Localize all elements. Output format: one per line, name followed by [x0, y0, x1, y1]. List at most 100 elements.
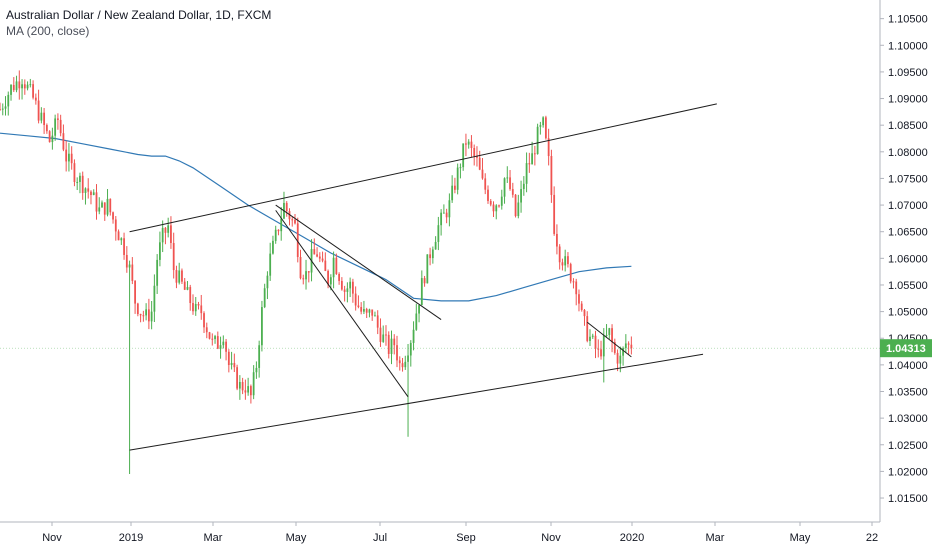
candle-body-down [324, 260, 327, 271]
candle-body-up [261, 307, 263, 346]
candle-body-up [156, 259, 159, 286]
price-tick-label: 1.04000 [888, 360, 928, 372]
candle-body-down [429, 254, 431, 259]
price-tick-label: 1.06000 [888, 253, 928, 265]
candle-body-down [398, 360, 401, 364]
candle-body-up [263, 288, 266, 308]
candle-body-up [68, 153, 70, 162]
candle-body-up [92, 192, 95, 195]
candle-body-down [365, 309, 368, 313]
candle-body-down [387, 334, 390, 354]
candle-body-up [230, 362, 233, 366]
candle-body-down [484, 178, 487, 190]
candle-body-down [611, 328, 613, 343]
candle-body-up [266, 275, 269, 289]
candle-body-up [619, 355, 622, 364]
candle-body-down [509, 177, 511, 190]
price-tick-label: 1.02000 [888, 466, 928, 478]
candle-body-up [374, 315, 376, 317]
price-tick-label: 1.07000 [888, 200, 928, 212]
candle-body-up [349, 281, 352, 289]
candle-body-up [186, 287, 189, 290]
candle-body-down [45, 125, 48, 132]
candle-body-up [382, 334, 385, 342]
candle-body-up [258, 345, 261, 368]
candle-body-down [556, 233, 558, 247]
candle-body-down [575, 281, 578, 295]
candle-body-down [236, 367, 239, 389]
candle-body-down [476, 155, 478, 158]
candle-body-down [316, 254, 318, 257]
time-tick-label: Jul [373, 532, 387, 544]
candle-body-down [32, 84, 34, 98]
candle-body-down [294, 219, 296, 224]
candle-body-up [332, 257, 335, 278]
candle-body-down [90, 191, 92, 195]
price-tick-label: 1.05500 [888, 280, 928, 292]
candle-body-down [360, 307, 363, 312]
candle-body-up [409, 342, 412, 356]
candle-body-down [73, 163, 76, 182]
candle-body-up [222, 341, 225, 346]
price-tick-label: 1.09500 [888, 67, 928, 79]
candle-body-up [101, 202, 103, 208]
candle-body-up [280, 218, 283, 232]
candle-body-up [79, 175, 81, 182]
candle-body-down [630, 344, 633, 349]
candle-body-down [136, 303, 139, 315]
candle-body-down [307, 271, 310, 273]
candle-body-up [522, 183, 525, 190]
candle-body-down [183, 281, 186, 290]
candle-body-down [569, 264, 572, 282]
price-tick-label: 1.03000 [888, 413, 928, 425]
candle-body-down [244, 390, 247, 393]
candle-body-up [150, 311, 153, 322]
price-tick-label: 1.08000 [888, 147, 928, 159]
ma-indicator-label: MA (200, close) [6, 24, 90, 38]
candle-body-down [454, 185, 456, 190]
candle-body-down [489, 200, 492, 205]
candle-body-up [219, 345, 222, 349]
candle-body-up [404, 361, 407, 368]
candle-body-up [564, 256, 567, 266]
candle-body-down [423, 278, 426, 284]
candle-body-down [112, 212, 114, 220]
chart-title: Australian Dollar / New Zealand Dollar, … [6, 8, 272, 22]
candle-body-up [26, 84, 29, 89]
candle-body-down [59, 119, 62, 134]
candle-body-up [622, 347, 624, 356]
trendline-wedge-upper [586, 321, 632, 358]
candle-body-up [214, 336, 216, 340]
candle-body-down [351, 281, 354, 294]
candle-body-up [15, 81, 18, 91]
time-tick-label: Nov [42, 532, 62, 544]
candle-body-up [274, 229, 277, 241]
candle-body-down [357, 305, 360, 308]
candle-body-down [379, 327, 382, 342]
candle-body-down [613, 342, 616, 353]
candle-body-up [495, 205, 498, 212]
candle-body-down [147, 309, 150, 322]
candle-body-down [321, 258, 324, 261]
candle-body-down [376, 315, 379, 328]
candle-body-up [145, 309, 148, 316]
candle-body-up [4, 106, 7, 109]
candle-body-up [128, 264, 131, 268]
candle-body-down [296, 223, 299, 258]
candle-body-down [343, 289, 346, 292]
candle-body-down [249, 386, 252, 396]
candle-body-down [87, 188, 90, 192]
candle-body-up [536, 126, 539, 155]
candle-body-down [23, 84, 26, 89]
candle-body-up [539, 125, 542, 127]
candle-body-down [43, 112, 46, 126]
candle-body-down [401, 363, 404, 368]
price-tick-label: 1.06500 [888, 227, 928, 239]
trendline-lower-support [129, 353, 704, 451]
candle-body-up [467, 141, 470, 145]
ma-layer [0, 132, 632, 302]
candle-body-down [478, 157, 481, 170]
time-tick-label: 2020 [620, 532, 644, 544]
